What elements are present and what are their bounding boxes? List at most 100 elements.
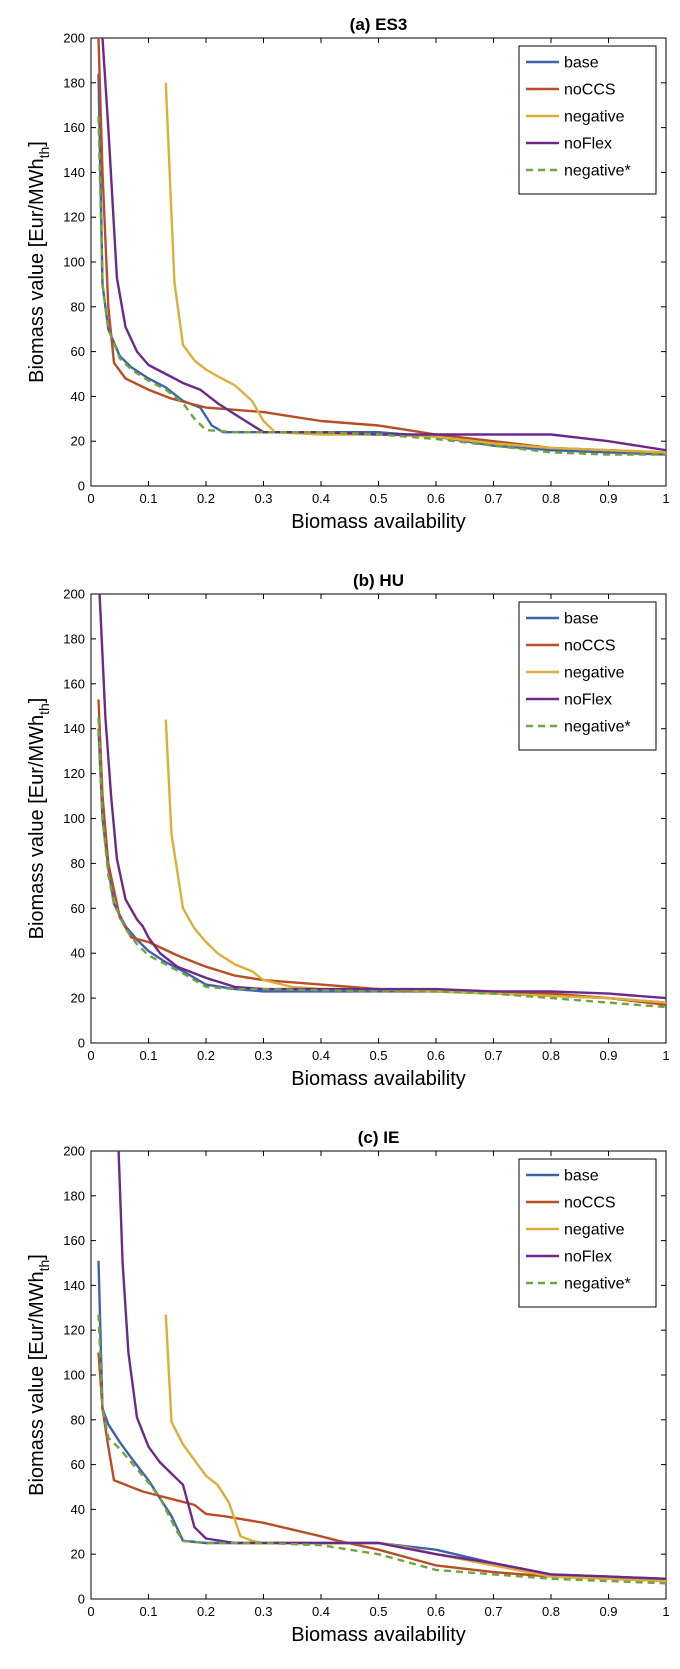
x-tick-label: 0 [87,1048,94,1063]
legend: base noCCS negative noFlex negative* [518,45,657,195]
x-tick-label: 0.8 [542,491,560,506]
legend: base noCCS negative noFlex negative* [518,1158,657,1308]
y-tick-label: 60 [71,344,85,359]
chart-panel-2: (b) HU 0 0.1 0.2 0.3 0.4 0.5 0.6 0.7 0.8 0.9 1 0 20 40… [26,571,670,1090]
x-tick-label: 0.3 [254,1048,272,1063]
y-tick-label: 80 [71,1412,85,1427]
y-tick-label: 200 [63,587,85,602]
series-line-negative [164,82,666,454]
x-axis-label: Biomass availability [291,511,466,533]
y-tick-label: 180 [63,75,85,90]
y-tick-label: 60 [71,1457,85,1472]
x-tick-label: 0.2 [197,1048,215,1063]
series-line-negative-star [97,1314,666,1585]
x-tick-label: 0.6 [427,1048,445,1063]
legend-entry: base [564,1168,599,1185]
chart-panel-3: (c) IE 0 0.1 0.2 0.3 0.4 0.5 0.6 0.7 0.8 0.9 1 0 20 40… [26,1128,670,1646]
series-line-negative-star [97,717,666,1009]
y-tick-label: 140 [63,721,85,736]
x-tick-label: 0.5 [369,1604,387,1619]
x-tick-label: 0.3 [254,491,272,506]
legend-entry: noCCS [564,82,616,99]
x-tick-label: 0.4 [312,1604,330,1619]
y-axis-label-subscript: th [36,703,52,715]
y-tick-label: 100 [63,1368,85,1383]
x-tick-label: 0.6 [427,491,445,506]
legend-entry: noCCS [564,1195,616,1212]
series-line-base [97,1260,666,1580]
y-tick-label: 200 [63,31,85,46]
x-tick-label: 0.1 [139,491,157,506]
x-tick-label: 0.9 [599,1604,617,1619]
x-tick-label: 0.9 [599,491,617,506]
x-tick-label: 0.8 [542,1048,560,1063]
y-axis-label-end: ] [26,141,48,147]
x-tick-label: 1 [662,1604,669,1619]
x-tick-label: 0.7 [484,1048,502,1063]
legend-entry: negative [564,1222,625,1239]
series-group [97,1151,666,1585]
y-tick-label: 0 [78,1036,85,1051]
y-tick-label: 40 [71,946,85,961]
y-tick-label: 60 [71,901,85,916]
y-axis-label: Biomass value [Eur/MWhth] [26,141,52,383]
series-line-noCCS [97,38,666,454]
legend: base noCCS negative noFlex negative* [518,601,657,751]
y-axis-label-main: Biomass value [Eur/MWh [26,158,48,383]
y-tick-label: 140 [63,165,85,180]
x-tick-label: 0.1 [139,1048,157,1063]
chart-title: (c) IE [358,1128,400,1147]
y-axis-label-subscript: th [36,1260,52,1272]
y-axis-label-main: Biomass value [Eur/MWh [26,1271,48,1496]
chart-title: (b) HU [353,571,404,590]
series-line-noFlex [117,1151,666,1580]
x-tick-label: 0 [87,1604,94,1619]
x-tick-label: 0.5 [369,491,387,506]
legend-entry: negative* [564,163,631,180]
series-line-noFlex [101,38,666,452]
x-tick-label: 0.5 [369,1048,387,1063]
series-line-noFlex [98,594,666,1000]
y-tick-label: 20 [71,434,85,449]
legend-entry: negative [564,109,625,126]
y-tick-label: 20 [71,1547,85,1562]
y-tick-label: 40 [71,389,85,404]
legend-entry: noCCS [564,638,616,655]
series-line-base [97,73,666,456]
y-axis-label-subscript: th [36,147,52,159]
series-group [97,38,666,456]
legend-entry: negative* [564,1276,631,1293]
legend-entry: noFlex [564,136,612,153]
y-tick-label: 20 [71,991,85,1006]
y-tick-label: 160 [63,120,85,135]
x-tick-label: 0.3 [254,1604,272,1619]
x-tick-label: 1 [662,1048,669,1063]
y-tick-label: 180 [63,1188,85,1203]
chart-title: (a) ES3 [350,15,408,34]
legend-entry: noFlex [564,1249,612,1266]
x-tick-label: 0 [87,491,94,506]
x-axis-label: Biomass availability [291,1624,466,1646]
series-line-negative-star [97,116,666,456]
x-tick-label: 1 [662,491,669,506]
y-tick-label: 100 [63,255,85,270]
x-tick-label: 0.2 [197,1604,215,1619]
y-axis-label: Biomass value [Eur/MWhth] [26,1254,52,1496]
y-axis-label: Biomass value [Eur/MWhth] [26,698,52,940]
x-tick-label: 0.6 [427,1604,445,1619]
series-line-negative [164,719,666,1004]
y-axis-label-main: Biomass value [Eur/MWh [26,715,48,940]
y-tick-label: 120 [63,210,85,225]
y-tick-label: 40 [71,1502,85,1517]
y-tick-label: 120 [63,1323,85,1338]
legend-entry: negative [564,665,625,682]
chart-panel-1: (a) ES3 0 0.1 0.2 0.3 0.4 0.5 0.6 0.7 0.8 0.9 1 0 20 4… [26,15,670,533]
series-line-base [97,728,666,1004]
y-tick-label: 0 [78,479,85,494]
x-tick-label: 0.7 [484,1604,502,1619]
y-tick-label: 120 [63,766,85,781]
series-line-negative [164,1314,666,1583]
y-tick-label: 0 [78,1592,85,1607]
y-tick-label: 180 [63,631,85,646]
